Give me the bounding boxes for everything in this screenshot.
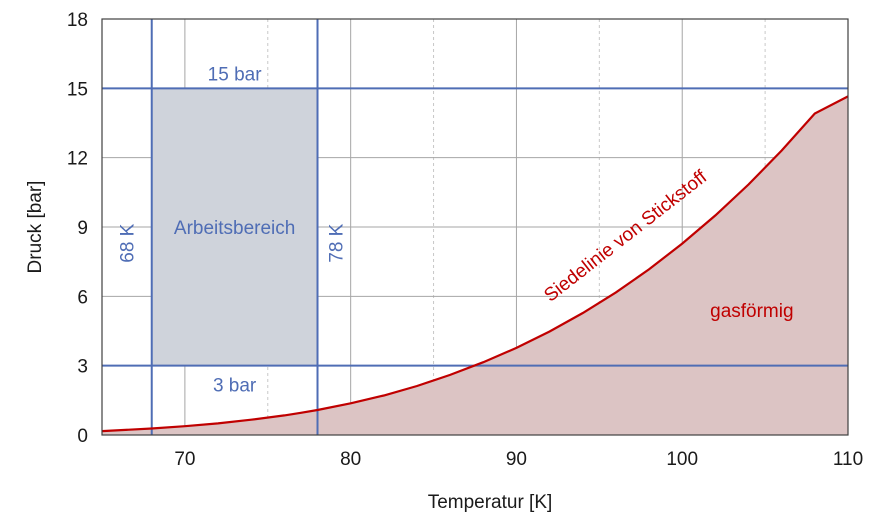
tick-labels: 70 80 90 100 110 0 3 6 9 12 15 18 xyxy=(67,10,863,470)
label-gasfoermig: gasförmig xyxy=(710,301,793,322)
label-15-bar: 15 bar xyxy=(208,64,263,85)
y-tick-label: 15 xyxy=(67,79,88,100)
x-tick-label: 80 xyxy=(340,449,361,470)
y-tick-label: 18 xyxy=(67,10,88,31)
working-range xyxy=(151,88,318,366)
label-3-bar: 3 bar xyxy=(213,376,257,397)
gas-area-fill xyxy=(102,96,848,436)
gas-area xyxy=(102,96,848,436)
plot-frame xyxy=(101,18,849,436)
x-tick-label: 100 xyxy=(666,449,698,470)
x-axis-title: Temperatur [K] xyxy=(428,492,553,513)
x-tick-label: 70 xyxy=(174,449,195,470)
boiling-curve-line xyxy=(101,95,849,433)
label-arbeitsbereich: Arbeitsbereich xyxy=(174,218,295,239)
y-tick-label: 6 xyxy=(77,287,88,308)
x-tick-label: 90 xyxy=(506,449,527,470)
y-tick-label: 3 xyxy=(77,357,88,378)
y-tick-label: 0 xyxy=(77,426,88,447)
label-68-k: 68 K xyxy=(118,223,139,262)
y-tick-label: 12 xyxy=(67,149,88,170)
y-axis-title: Druck [bar] xyxy=(25,181,46,274)
plot-border xyxy=(101,18,849,436)
working-range-fill xyxy=(151,88,318,366)
y-tick-label: 9 xyxy=(77,218,88,239)
boiling-curve xyxy=(101,95,849,433)
x-tick-label: 110 xyxy=(833,449,863,470)
label-78-k: 78 K xyxy=(327,223,348,262)
